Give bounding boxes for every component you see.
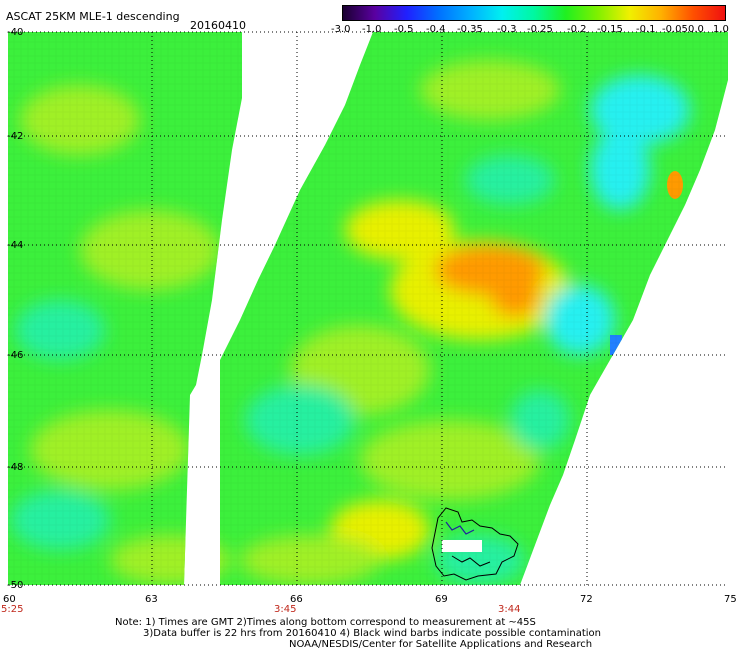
- footnote-line: NOAA/NESDIS/Center for Satellite Applica…: [289, 639, 593, 650]
- color-scale-label: -0.25: [527, 24, 553, 35]
- color-scale-label: -0.1: [636, 24, 656, 35]
- color-scale-label: -3.0: [331, 24, 351, 35]
- color-scale-label: -0.5: [394, 24, 414, 35]
- color-scale-label: -0.05: [662, 24, 688, 35]
- product-title: ASCAT 25KM MLE-1 descending: [6, 10, 180, 23]
- footnote: Note: 1) Times are GMT 2)Times along bot…: [115, 617, 601, 650]
- lon-label: 72: [580, 594, 593, 605]
- lat-label: -48: [7, 462, 24, 473]
- island-coastline: [431, 507, 519, 581]
- color-scale-bar: [342, 5, 726, 21]
- lon-label: 66: [290, 594, 303, 605]
- color-scale-label: -1.0: [362, 24, 382, 35]
- footnote-line: 3)Data buffer is 22 hrs from 20160410 4)…: [143, 628, 601, 639]
- color-scale-label: -0.2: [567, 24, 587, 35]
- footnote-line: Note: 1) Times are GMT 2)Times along bot…: [115, 617, 536, 628]
- color-scale-label: 1.0: [713, 24, 729, 35]
- product-date: 20160410: [190, 19, 246, 32]
- color-scale-label: -0.35: [457, 24, 483, 35]
- color-scale-label: -0.15: [597, 24, 623, 35]
- color-scale-label: 0.0: [688, 24, 704, 35]
- lon-label: 60: [3, 594, 16, 605]
- lat-label: -40: [7, 27, 24, 38]
- lon-label: 75: [724, 594, 737, 605]
- lat-label: -44: [7, 240, 24, 251]
- graticule: [8, 31, 728, 586]
- lon-label: 63: [145, 594, 158, 605]
- lat-label: -42: [7, 131, 24, 142]
- pass-time-label: 5:25: [1, 604, 24, 615]
- pass-time-label: 3:45: [274, 604, 297, 615]
- color-scale-labels: -3.0 -1.0 -0.5 -0.4 -0.35 -0.3 -0.25 -0.…: [331, 24, 740, 36]
- color-scale-label: -0.3: [497, 24, 517, 35]
- color-scale-label: -0.4: [426, 24, 446, 35]
- lat-label: -46: [7, 350, 24, 361]
- pass-time-label: 3:44: [498, 604, 521, 615]
- lat-label: -50: [7, 580, 24, 591]
- lon-label: 69: [435, 594, 448, 605]
